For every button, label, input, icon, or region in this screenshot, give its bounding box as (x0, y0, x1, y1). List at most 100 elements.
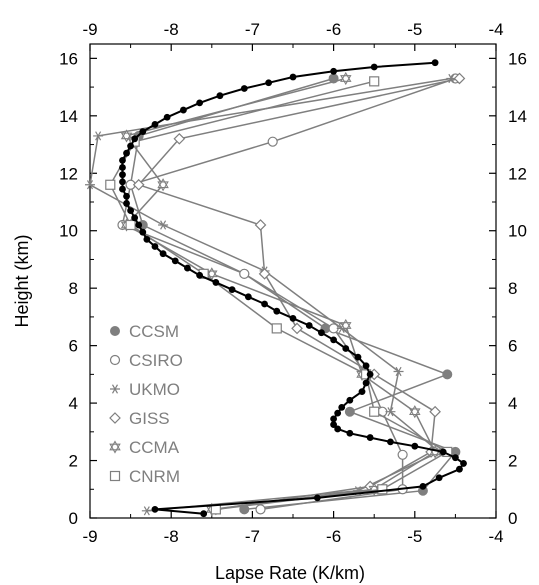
reference-point (289, 314, 297, 322)
reference-point (411, 442, 419, 450)
reference-point (387, 438, 394, 446)
reference-point (273, 307, 281, 315)
reference-point (330, 67, 337, 75)
data-point (157, 178, 169, 192)
reference-point (289, 73, 297, 81)
reference-series (119, 59, 467, 518)
reference-point (439, 448, 447, 456)
reference-point (305, 322, 313, 329)
y-tick-label-right: 8 (508, 279, 517, 298)
y-tick-label-left: 0 (69, 509, 78, 528)
legend-marker (109, 440, 121, 454)
data-point (258, 267, 271, 280)
legend-marker (109, 470, 121, 482)
legend-item-giss: GISS (109, 409, 170, 428)
reference-point (334, 409, 342, 417)
reference-point (139, 128, 147, 136)
y-tick-label-right: 6 (508, 337, 517, 356)
axes: -9 -9 -8 -8 -7 -7 -6 -6 -5 -5 -4 -4 0 0 2 2 4 4 6 6 8 8 10 10 12… (59, 20, 527, 546)
data-point (173, 132, 186, 145)
reference-point (119, 156, 126, 164)
data-point (369, 406, 380, 417)
reference-point (261, 300, 268, 308)
y-tick-label-right: 10 (508, 222, 527, 241)
y-tick-label-right: 14 (508, 107, 527, 126)
reference-point (151, 505, 159, 513)
legend-item-ccsm: CCSM (110, 322, 179, 341)
reference-point (460, 460, 467, 467)
reference-point (431, 59, 439, 67)
reference-point (330, 421, 337, 429)
data-point (340, 318, 352, 333)
data-point (393, 366, 404, 377)
reference-point (200, 510, 208, 518)
y-tick-label-left: 10 (59, 222, 78, 241)
reference-point (456, 465, 463, 473)
legend-label: UKMO (129, 380, 180, 399)
data-point (254, 219, 267, 231)
reference-point (131, 135, 139, 143)
data-point (267, 136, 278, 147)
y-tick-label-right: 0 (508, 509, 517, 528)
data-point (120, 129, 133, 143)
reference-point (313, 494, 321, 502)
x-tick-label-top: -7 (245, 20, 260, 39)
legend-marker (110, 384, 120, 394)
reference-point (119, 171, 126, 179)
legend-marker (109, 412, 121, 424)
legend-marker (109, 354, 121, 366)
data-point (344, 406, 355, 417)
reference-point (159, 250, 167, 258)
y-tick-label-left: 2 (69, 452, 78, 471)
reference-point (143, 235, 151, 243)
reference-point (354, 353, 362, 361)
reference-point (435, 474, 443, 482)
reference-point (123, 192, 130, 200)
legend-item-cnrm: CNRM (109, 467, 180, 486)
y-tick-label-right: 2 (508, 452, 517, 471)
x-tick-label-bottom: -6 (326, 527, 341, 546)
x-tick-label-bottom: -5 (407, 527, 422, 546)
data-point (93, 131, 104, 141)
reference-point (127, 142, 134, 150)
data-point (453, 72, 466, 85)
reference-point (123, 149, 130, 157)
reference-point (184, 264, 191, 272)
x-tick-label-bottom: -9 (82, 527, 97, 546)
reference-point (131, 214, 139, 222)
reference-point (346, 429, 354, 437)
reference-point (346, 396, 354, 404)
reference-point (318, 329, 325, 337)
reference-point (366, 434, 374, 441)
reference-point (265, 79, 273, 87)
data-point (377, 484, 388, 495)
data-point (255, 504, 266, 515)
data-point (442, 369, 453, 380)
x-tick-label-bottom: -7 (245, 527, 260, 546)
reference-point (127, 207, 134, 215)
reference-point (151, 121, 159, 128)
data-point (239, 268, 250, 279)
reference-point (212, 279, 220, 286)
y-tick-label-left: 16 (59, 49, 78, 68)
data-point (369, 76, 380, 87)
data-point (206, 267, 218, 281)
reference-point (330, 336, 337, 344)
series-cnrm (105, 76, 453, 515)
y-tick-label-left: 8 (69, 279, 78, 298)
data-point (141, 506, 152, 516)
x-tick-label-top: -6 (326, 20, 341, 39)
y-tick-label-left: 12 (59, 164, 78, 183)
y-axis-label: Height (km) (12, 234, 32, 327)
legend-label: CSIRO (129, 351, 183, 370)
legend-item-ukmo: UKMO (110, 380, 180, 399)
reference-point (196, 99, 204, 107)
y-tick-label-right: 4 (508, 394, 517, 413)
data-point (125, 219, 136, 231)
y-tick-label-left: 14 (59, 107, 78, 126)
reference-point (419, 483, 427, 490)
legend-label: GISS (129, 409, 170, 428)
reference-point (196, 271, 204, 279)
data-point (409, 405, 421, 419)
reference-point (216, 92, 224, 100)
